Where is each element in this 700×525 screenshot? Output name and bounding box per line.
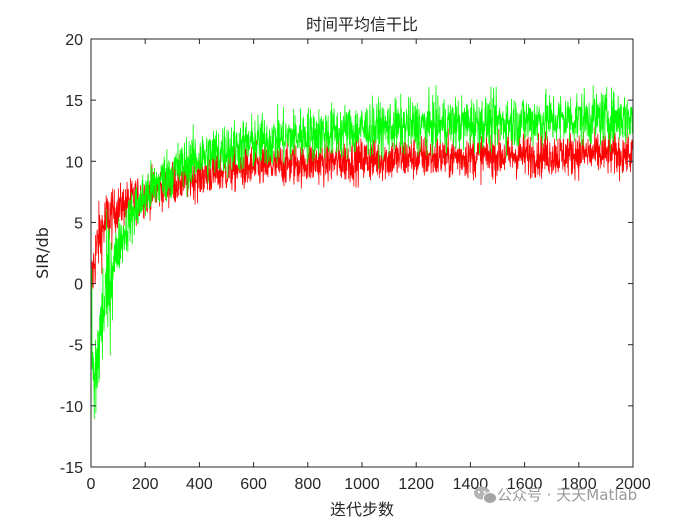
x-tick-label: 600 [240, 476, 267, 493]
y-tick-label: -15 [60, 460, 83, 477]
y-tick-label: 5 [74, 215, 83, 232]
wechat-icon [474, 486, 497, 504]
series-line-2 [90, 85, 634, 420]
tick-layer: 0 200 400 600 800 1000 1200 1400 1600 1800 2000-15… [60, 32, 651, 493]
y-tick-label: -10 [60, 399, 83, 416]
x-tick-label: 200 [132, 476, 159, 493]
chart-title: 时间平均信干比 [306, 15, 418, 34]
x-tick-label: 1200 [398, 476, 434, 493]
x-tick-label: 1600 [507, 476, 543, 493]
plot-area [91, 39, 633, 467]
series-line-1 [90, 123, 634, 291]
y-tick-label: -5 [69, 338, 83, 355]
x-axis-label: 迭代步数 [330, 500, 394, 519]
x-tick-label: 0 [87, 476, 96, 493]
watermark: 公众号 · 天天Matlab [474, 486, 637, 504]
x-tick-label: 2000 [615, 476, 651, 493]
x-tick-label: 1800 [561, 476, 597, 493]
y-tick-label: 0 [74, 277, 83, 294]
x-tick-label: 800 [294, 476, 321, 493]
y-axis-label: SIR/db [33, 227, 52, 279]
y-tick-label: 15 [65, 93, 83, 110]
y-tick-label: 10 [65, 154, 83, 171]
watermark-text: 公众号 · 天天Matlab [497, 486, 637, 504]
series-layer [90, 85, 634, 420]
x-tick-label: 1000 [344, 476, 380, 493]
y-tick-label: 20 [65, 32, 83, 49]
x-tick-label: 400 [186, 476, 213, 493]
